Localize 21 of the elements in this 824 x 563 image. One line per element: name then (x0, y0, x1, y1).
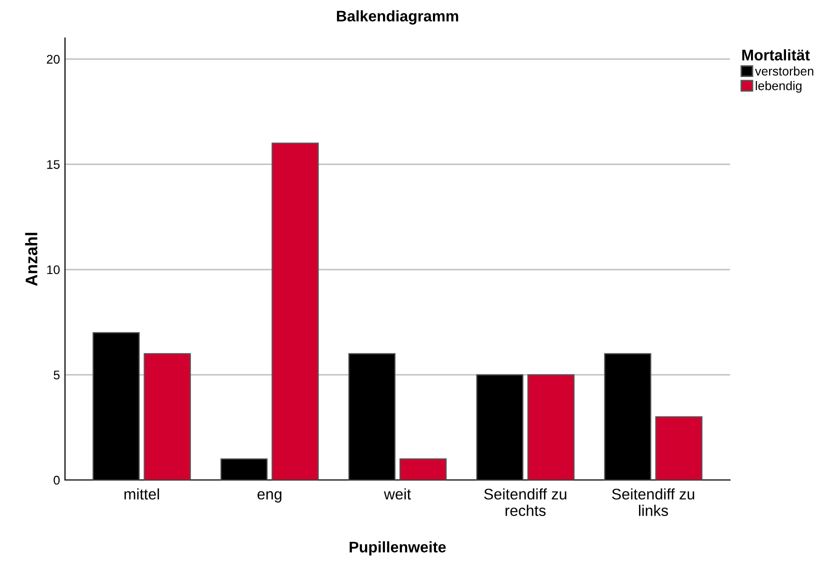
y-axis-title: Anzahl (25, 232, 38, 286)
y-tick-label: 0 (54, 476, 60, 485)
x-tick-label: Seitendiff zu rechts (484, 488, 566, 516)
x-axis-title: Pupillenweite (350, 541, 446, 556)
y-tick-label: 10 (47, 265, 60, 274)
legend-label: verstorben (755, 66, 814, 76)
bar (400, 458, 447, 480)
y-tick-label: 5 (54, 370, 60, 380)
legend-label: lebendig (756, 81, 802, 93)
chart-title: Balkendiagramm (336, 10, 458, 25)
x-tick-label: Seitendiff zu links (612, 488, 694, 516)
bar (144, 353, 191, 480)
legend-title: Mortalität (742, 49, 810, 60)
x-tick-label: mittel (124, 488, 159, 500)
y-tick-label: 20 (46, 54, 60, 64)
x-tick-label: weit (384, 488, 411, 500)
bar (527, 374, 575, 480)
bar (655, 416, 702, 480)
x-tick-label: eng (258, 491, 282, 503)
y-tick-label: 15 (47, 160, 60, 169)
bar (272, 142, 319, 480)
